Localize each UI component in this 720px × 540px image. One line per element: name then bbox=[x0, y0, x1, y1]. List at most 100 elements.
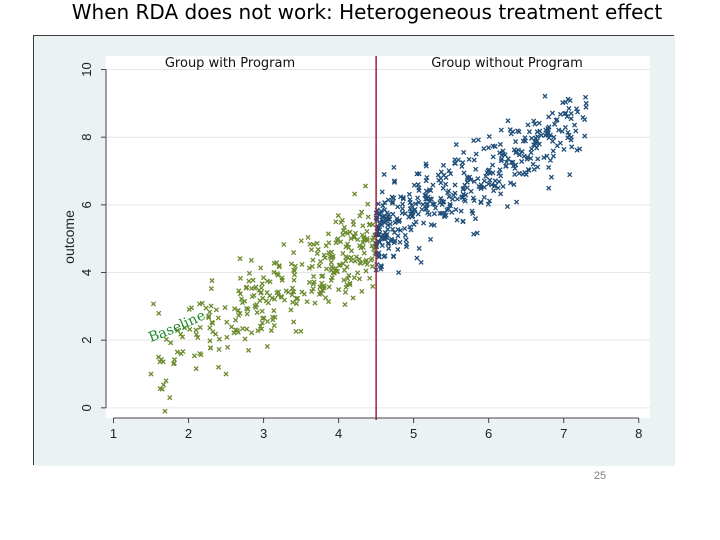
data-point-without-program bbox=[376, 225, 382, 231]
data-point-with-program bbox=[368, 257, 374, 263]
data-point-without-program bbox=[568, 110, 574, 117]
data-point-with-program bbox=[238, 296, 245, 302]
data-point-without-program bbox=[379, 189, 385, 195]
data-point-without-program bbox=[391, 195, 397, 201]
data-point-with-program bbox=[254, 309, 260, 316]
data-point-with-program bbox=[257, 323, 264, 329]
data-point-with-program bbox=[224, 334, 230, 340]
data-point-without-program bbox=[453, 207, 459, 213]
data-point-without-program bbox=[566, 105, 572, 112]
data-point-with-program bbox=[270, 317, 276, 323]
data-point-with-program bbox=[336, 262, 342, 268]
data-point-with-program bbox=[253, 304, 259, 310]
data-point-with-program bbox=[213, 307, 219, 313]
data-point-without-program bbox=[461, 185, 467, 192]
data-point-with-program bbox=[246, 347, 252, 353]
data-point-with-program bbox=[314, 250, 320, 257]
data-point-with-program bbox=[259, 326, 265, 332]
data-point-with-program bbox=[224, 319, 230, 325]
data-point-with-program bbox=[237, 275, 243, 281]
data-point-without-program bbox=[497, 141, 503, 147]
data-point-without-program bbox=[408, 227, 414, 233]
data-point-with-program bbox=[148, 371, 154, 377]
data-point-without-program bbox=[400, 201, 406, 207]
data-point-with-program bbox=[359, 209, 365, 215]
data-point-with-program bbox=[323, 243, 329, 249]
data-point-with-program bbox=[369, 243, 375, 249]
data-point-without-program bbox=[420, 220, 427, 226]
data-point-without-program bbox=[470, 210, 476, 217]
data-point-without-program bbox=[390, 253, 396, 259]
data-point-without-program bbox=[415, 195, 421, 201]
annotation-group-with-program: Group with Program bbox=[165, 56, 295, 71]
data-point-without-program bbox=[411, 221, 417, 228]
data-point-with-program bbox=[322, 255, 328, 261]
slide-title: When RDA does not work: Heterogeneous tr… bbox=[71, 0, 663, 24]
data-point-with-program bbox=[276, 263, 282, 269]
data-point-with-program bbox=[285, 289, 291, 295]
data-point-with-program bbox=[181, 325, 188, 331]
data-point-without-program bbox=[380, 236, 386, 242]
data-point-with-program bbox=[255, 328, 261, 334]
data-point-with-program bbox=[348, 254, 354, 261]
data-point-with-program bbox=[355, 270, 361, 276]
data-point-without-program bbox=[572, 122, 578, 128]
data-point-without-program bbox=[472, 216, 479, 222]
data-point-without-program bbox=[498, 173, 504, 179]
data-point-without-program bbox=[375, 238, 382, 244]
data-point-with-program bbox=[279, 294, 285, 300]
page-number: 25 bbox=[593, 470, 607, 482]
data-point-without-program bbox=[497, 150, 503, 156]
data-point-without-program bbox=[382, 200, 388, 206]
data-point-without-program bbox=[563, 110, 569, 117]
data-point-with-program bbox=[309, 263, 315, 269]
data-point-with-program bbox=[340, 232, 346, 238]
data-point-without-program bbox=[424, 201, 430, 207]
data-point-with-program bbox=[259, 281, 265, 287]
data-point-without-program bbox=[481, 146, 487, 152]
data-point-without-program bbox=[533, 135, 539, 141]
data-point-without-program bbox=[390, 226, 396, 232]
data-point-with-program bbox=[195, 334, 201, 341]
data-point-without-program bbox=[520, 171, 526, 177]
data-point-with-program bbox=[328, 259, 334, 265]
data-point-without-program bbox=[454, 196, 460, 202]
data-point-without-program bbox=[415, 211, 421, 217]
data-point-without-program bbox=[512, 165, 518, 171]
data-point-with-program bbox=[203, 305, 209, 311]
data-point-with-program bbox=[170, 361, 177, 367]
data-point-without-program bbox=[516, 152, 522, 158]
data-point-with-program bbox=[307, 241, 313, 247]
data-point-with-program bbox=[188, 305, 195, 311]
data-point-with-program bbox=[365, 201, 371, 207]
data-point-without-program bbox=[553, 117, 559, 123]
data-point-with-program bbox=[193, 366, 199, 372]
data-point-without-program bbox=[464, 185, 470, 191]
data-point-without-program bbox=[382, 220, 388, 226]
data-point-without-program bbox=[461, 197, 467, 203]
data-point-without-program bbox=[430, 182, 436, 188]
data-point-without-program bbox=[436, 177, 442, 183]
data-point-without-program bbox=[382, 253, 388, 259]
data-point-with-program bbox=[292, 272, 298, 278]
data-point-with-program bbox=[299, 261, 305, 267]
data-point-with-program bbox=[249, 285, 255, 292]
data-point-with-program bbox=[231, 306, 238, 312]
data-point-with-program bbox=[215, 364, 222, 370]
data-point-with-program bbox=[281, 241, 287, 248]
data-point-with-program bbox=[338, 219, 344, 225]
data-point-with-program bbox=[210, 329, 216, 335]
data-point-with-program bbox=[315, 246, 321, 253]
data-point-without-program bbox=[385, 197, 391, 203]
data-point-without-program bbox=[428, 222, 434, 228]
data-point-without-program bbox=[567, 97, 573, 103]
data-point-with-program bbox=[248, 257, 254, 263]
x-tick-label-2: 2 bbox=[185, 426, 192, 441]
data-point-without-program bbox=[415, 182, 421, 188]
data-point-without-program bbox=[428, 196, 435, 202]
data-point-without-program bbox=[470, 195, 476, 201]
data-point-with-program bbox=[352, 230, 359, 236]
data-point-without-program bbox=[388, 236, 395, 242]
data-point-without-program bbox=[495, 185, 501, 191]
data-point-without-program bbox=[491, 183, 498, 189]
